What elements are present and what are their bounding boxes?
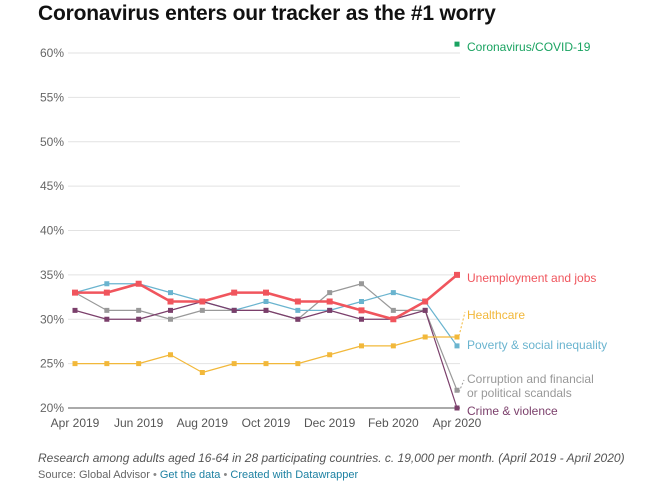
series-end-label: or political scandals (467, 386, 572, 400)
label-leader (458, 379, 465, 393)
series-end-label: Crime & violence (467, 404, 558, 418)
data-point (390, 316, 397, 323)
x-tick-label: Apr 2020 (433, 416, 482, 430)
data-point (199, 298, 206, 305)
data-point (104, 361, 110, 367)
data-point (422, 298, 429, 305)
data-point (104, 316, 110, 322)
data-point (263, 361, 269, 367)
data-point (72, 361, 78, 367)
y-tick-label: 55% (40, 90, 64, 104)
data-point (168, 316, 173, 322)
series-end-label: Coronavirus/COVID-19 (467, 40, 591, 54)
x-tick-label: Oct 2019 (242, 416, 291, 430)
data-point (358, 307, 365, 314)
y-tick-label: 30% (40, 312, 64, 326)
source-label: Source: Global Advisor (38, 469, 150, 481)
label-leader (458, 311, 466, 337)
data-point (390, 290, 396, 296)
data-point (168, 352, 173, 358)
footer-source: Source: Global Advisor • Get the data • … (38, 469, 358, 481)
line-chart: 20% 25% 30% 35% 40% 45% 50% 55% 60% Apr 2019 Jun 2… (40, 40, 607, 430)
data-point (135, 280, 142, 287)
separator-dot: • (223, 469, 228, 481)
data-point (167, 298, 174, 305)
data-point (295, 361, 301, 367)
datawrapper-link[interactable]: Created with Datawrapper (230, 469, 359, 481)
data-point (454, 343, 460, 349)
data-point (359, 343, 364, 349)
get-data-link[interactable]: Get the data (159, 469, 221, 481)
x-tick-label: Feb 2020 (368, 416, 419, 430)
data-point (168, 290, 173, 296)
data-point (422, 307, 428, 313)
chart-title: Coronavirus enters our tracker as the #1… (38, 2, 496, 25)
data-point (231, 361, 237, 367)
data-point (327, 290, 333, 296)
data-point (231, 307, 237, 313)
data-point (454, 387, 460, 393)
x-tick-label: Aug 2019 (177, 416, 229, 430)
y-tick-label: 40% (40, 224, 64, 238)
x-tick-label: Dec 2019 (304, 416, 356, 430)
series-end-label: Corruption and financial (467, 372, 594, 386)
data-point (168, 307, 173, 313)
data-point (231, 289, 238, 296)
data-point (294, 298, 301, 305)
data-point (359, 299, 364, 304)
series-end-label: Unemployment and jobs (467, 271, 596, 285)
x-tick-label: Apr 2019 (51, 416, 100, 430)
y-tick-label: 50% (40, 135, 64, 149)
data-point (422, 334, 428, 340)
footer-note: Research among adults aged 16-64 in 28 p… (38, 451, 625, 465)
data-point (454, 334, 460, 340)
y-tick-label: 25% (40, 357, 64, 371)
data-point (390, 343, 396, 349)
data-point (199, 370, 205, 375)
data-point (390, 307, 396, 313)
data-point (136, 307, 142, 313)
data-point (104, 307, 110, 313)
data-point (72, 307, 78, 313)
series-line-2 (75, 336, 457, 374)
data-point (103, 289, 110, 296)
data-point (359, 316, 364, 322)
data-point (454, 271, 460, 278)
data-point (326, 298, 333, 305)
data-point (263, 289, 269, 296)
data-point (295, 307, 301, 313)
data-point (359, 281, 364, 287)
data-point (295, 316, 301, 322)
data-point (454, 41, 460, 47)
data-point (263, 307, 269, 313)
y-tick-label: 45% (40, 179, 64, 193)
data-point (327, 352, 333, 358)
series-end-label: Healthcare (467, 308, 525, 322)
data-point (263, 299, 269, 304)
data-point (454, 405, 460, 411)
y-tick-label: 60% (40, 46, 64, 60)
series-line-5 (74, 300, 458, 409)
y-tick-label: 20% (40, 401, 64, 415)
data-point (136, 361, 142, 367)
data-point (136, 316, 142, 322)
x-tick-label: Jun 2019 (114, 416, 164, 430)
series-end-label: Poverty & social inequality (467, 338, 607, 352)
separator-dot: • (152, 469, 157, 481)
data-point (327, 307, 333, 313)
data-point (72, 289, 78, 296)
data-point (199, 307, 205, 313)
data-point (104, 281, 110, 287)
y-tick-label: 35% (40, 268, 64, 282)
